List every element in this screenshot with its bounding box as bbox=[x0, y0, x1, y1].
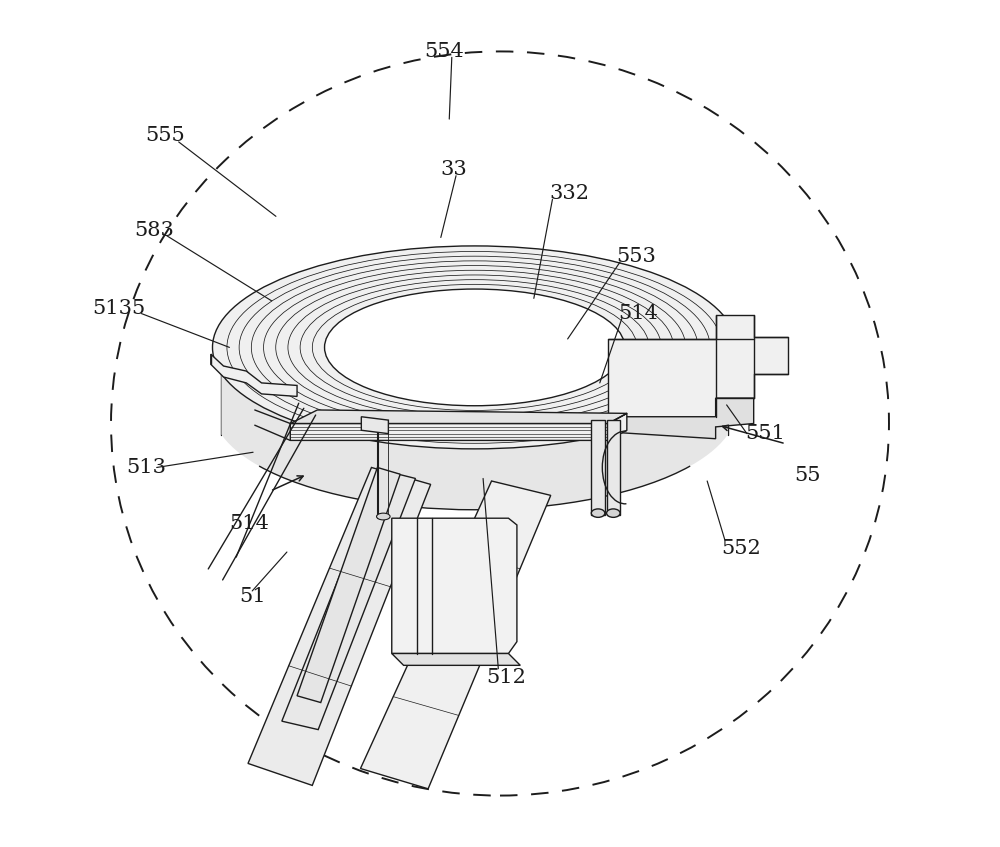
Polygon shape bbox=[221, 374, 728, 510]
Polygon shape bbox=[211, 354, 297, 396]
Polygon shape bbox=[282, 470, 415, 729]
Text: 514: 514 bbox=[618, 304, 658, 323]
Polygon shape bbox=[608, 398, 754, 439]
Polygon shape bbox=[607, 420, 620, 515]
Polygon shape bbox=[290, 410, 627, 424]
Text: 552: 552 bbox=[722, 540, 761, 558]
Polygon shape bbox=[290, 413, 627, 440]
Text: 5135: 5135 bbox=[92, 299, 146, 318]
Text: 332: 332 bbox=[549, 184, 589, 203]
Text: 513: 513 bbox=[126, 458, 166, 477]
Polygon shape bbox=[591, 420, 605, 515]
Polygon shape bbox=[392, 518, 517, 654]
Polygon shape bbox=[608, 315, 788, 417]
Ellipse shape bbox=[325, 289, 625, 406]
Ellipse shape bbox=[377, 513, 390, 520]
Text: 51: 51 bbox=[240, 587, 266, 606]
Text: 55: 55 bbox=[794, 467, 821, 485]
Text: 551: 551 bbox=[745, 424, 785, 443]
Polygon shape bbox=[392, 654, 520, 666]
Text: 554: 554 bbox=[424, 42, 464, 61]
Text: 555: 555 bbox=[145, 126, 185, 146]
Text: 583: 583 bbox=[135, 221, 175, 241]
Text: 33: 33 bbox=[441, 160, 468, 180]
Polygon shape bbox=[360, 481, 551, 789]
Polygon shape bbox=[361, 417, 388, 434]
Polygon shape bbox=[248, 468, 431, 785]
Ellipse shape bbox=[212, 246, 737, 449]
Text: 512: 512 bbox=[486, 667, 526, 687]
Ellipse shape bbox=[591, 509, 605, 518]
Ellipse shape bbox=[607, 509, 620, 518]
Polygon shape bbox=[297, 468, 400, 702]
Text: 514: 514 bbox=[229, 514, 269, 533]
Text: 553: 553 bbox=[617, 246, 657, 266]
